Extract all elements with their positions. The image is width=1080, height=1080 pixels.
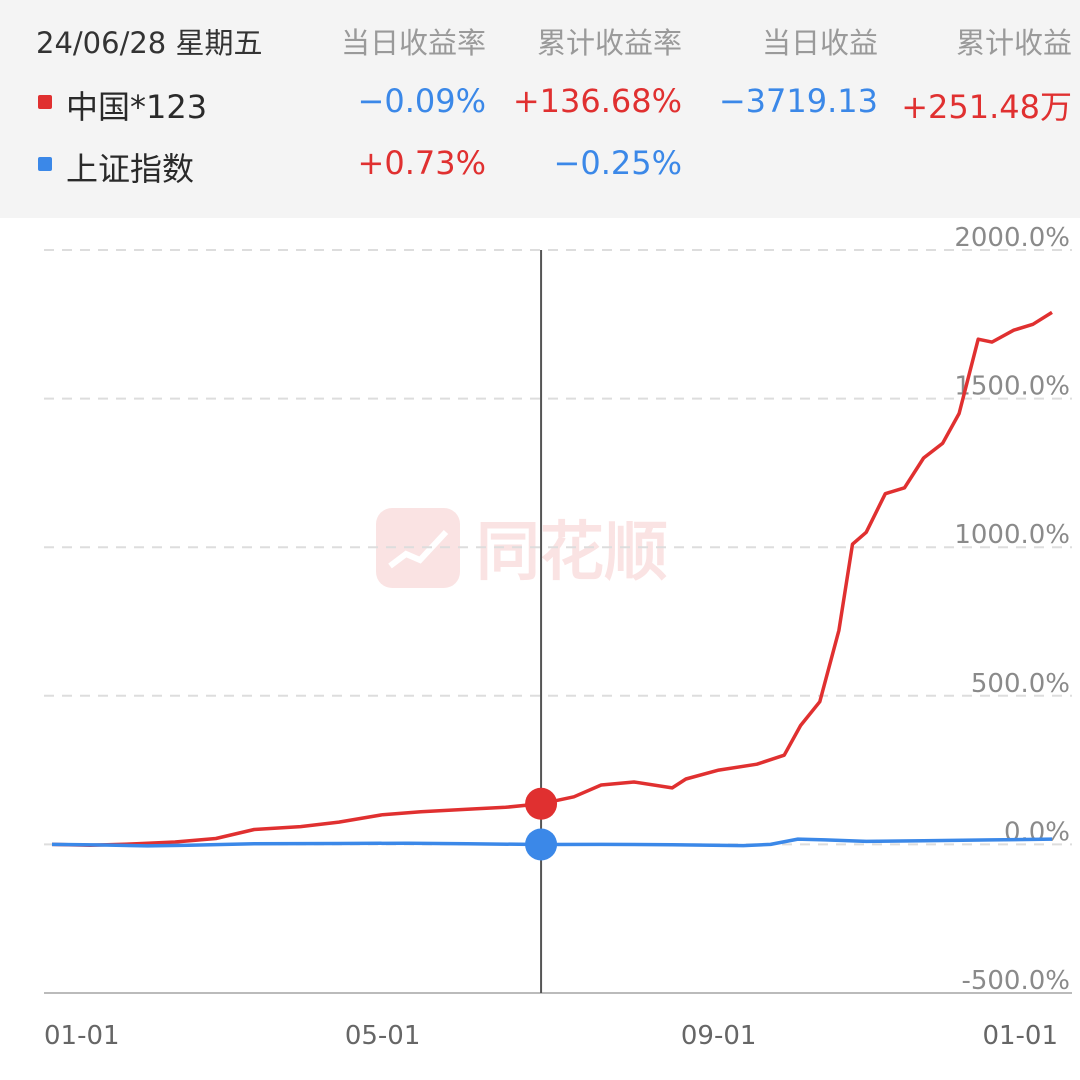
series-1-name: 中国*123: [66, 88, 208, 126]
x-tick-label: 01-01: [982, 1021, 1058, 1051]
series-2-crosshair-marker: [525, 828, 558, 861]
line-chart[interactable]: 2000.0% 1500.0% 1000.0% 500.0% 0.0% -500.0% 01…: [0, 218, 1080, 1080]
series-1-daily-rate: −0.09%: [357, 82, 486, 120]
col-daily-profit-header: 当日收益: [761, 26, 878, 60]
chart-logo-icon: 同花顺: [376, 508, 668, 590]
series-2-legend-swatch: [38, 157, 52, 171]
x-tick-label: 01-01: [44, 1021, 120, 1051]
watermark: 同花顺: [376, 506, 736, 594]
col-cum-profit-header: 累计收益: [955, 26, 1072, 60]
series-1-cum-rate: +136.68%: [512, 82, 682, 120]
y-tick-label: 0.0%: [1004, 817, 1070, 847]
watermark-text: 同花顺: [476, 516, 668, 590]
x-tick-label: 09-01: [681, 1021, 757, 1051]
series-2-line: [51, 837, 1053, 848]
col-daily-rate-header: 当日收益率: [340, 26, 486, 60]
y-tick-label: 1000.0%: [954, 520, 1070, 550]
col-cum-rate-header: 累计收益率: [536, 26, 682, 60]
y-tick-label: -500.0%: [961, 966, 1070, 996]
series-1-line: [51, 310, 1053, 848]
date-label: 24/06/28 星期五: [36, 26, 263, 60]
series-2-cum-rate: −0.25%: [553, 144, 682, 182]
y-tick-label: 1500.0%: [954, 372, 1070, 402]
series-1-cum-profit: +251.48万: [901, 88, 1072, 126]
y-tick-label: 2000.0%: [954, 223, 1070, 253]
y-tick-label: 500.0%: [971, 669, 1070, 699]
series-2-daily-rate: +0.73%: [357, 144, 486, 182]
series-2-name: 上证指数: [66, 150, 195, 188]
series-1-legend-swatch: [38, 95, 52, 109]
x-tick-label: 05-01: [345, 1021, 421, 1051]
summary-header: 24/06/28 星期五 当日收益率 累计收益率 当日收益 累计收益 中国*12…: [0, 0, 1080, 218]
series-1-crosshair-marker: [525, 787, 558, 820]
series-1-daily-profit: −3719.13: [718, 82, 878, 120]
